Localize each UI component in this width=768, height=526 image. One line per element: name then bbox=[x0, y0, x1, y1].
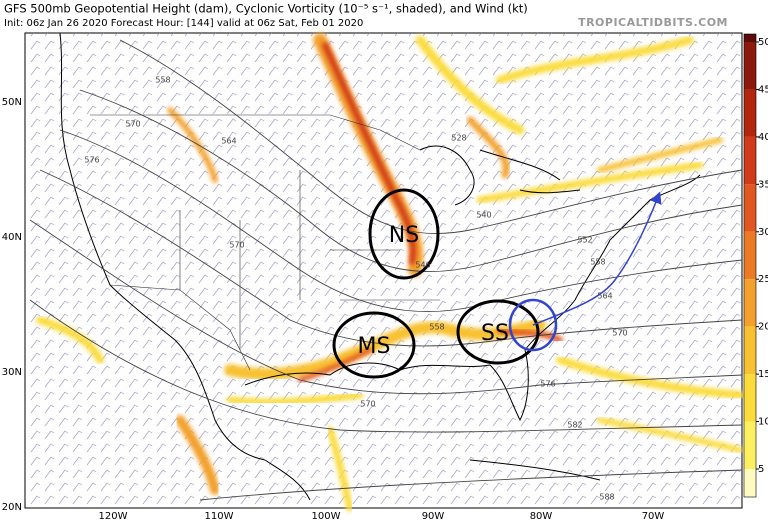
lon-label: 100W bbox=[312, 511, 341, 522]
colorbar-tick-label: 15 bbox=[758, 369, 768, 380]
lat-label: 20N bbox=[2, 502, 22, 513]
colorbar-band bbox=[744, 421, 756, 469]
colorbar-band bbox=[744, 89, 756, 137]
title: GFS 500mb Geopotential Height (dam), Cyc… bbox=[4, 2, 528, 16]
contour-label: 570 bbox=[360, 400, 375, 409]
contour-label: 558 bbox=[429, 323, 444, 332]
colorbar-band bbox=[744, 279, 756, 327]
lat-label: 30N bbox=[2, 367, 22, 378]
lon-label: 80W bbox=[530, 511, 553, 522]
contour-label: 558 bbox=[155, 76, 170, 85]
map bbox=[24, 32, 744, 512]
colorbar-band bbox=[744, 42, 756, 90]
contour-label: 576 bbox=[84, 156, 99, 165]
vorticity-shading bbox=[36, 33, 744, 512]
annotation-label: MS bbox=[358, 334, 391, 359]
contour-label: 588 bbox=[599, 493, 614, 502]
colorbar-band bbox=[744, 231, 756, 280]
annotation-label: SS bbox=[481, 321, 509, 346]
colorbar: 50 45 40 35 30 25 20 15 10 5 bbox=[743, 33, 768, 498]
contour-label: 552 bbox=[577, 236, 592, 245]
colorbar-tick-label: 5 bbox=[758, 464, 764, 475]
contour-label: 564 bbox=[221, 137, 236, 146]
colorbar-band bbox=[744, 326, 756, 375]
lat-label: 50N bbox=[2, 97, 22, 108]
colorbar-tick-label: 10 bbox=[758, 417, 768, 428]
contour-label: 564 bbox=[597, 292, 612, 301]
colorbar-tick-label: 40 bbox=[758, 132, 768, 143]
contour-label: 570 bbox=[229, 241, 244, 250]
height-contours bbox=[29, 39, 743, 501]
lon-label: 120W bbox=[99, 511, 128, 522]
contour-label: 528 bbox=[451, 134, 466, 143]
lon-label: 90W bbox=[422, 511, 445, 522]
subtitle: Init: 06z Jan 26 2020 Forecast Hour: [14… bbox=[4, 18, 363, 29]
lon-label: 70W bbox=[642, 511, 665, 522]
colorbar-band bbox=[744, 34, 756, 42]
borders bbox=[90, 114, 440, 371]
colorbar-band bbox=[744, 184, 756, 232]
colorbar-tick-label: 50 bbox=[758, 37, 768, 48]
colorbar-tick-label: 35 bbox=[758, 179, 768, 190]
annotation-shapes bbox=[332, 188, 662, 379]
colorbar-tick-label: 30 bbox=[758, 227, 768, 238]
lon-label: 110W bbox=[205, 511, 234, 522]
contour-label: 558 bbox=[590, 258, 605, 267]
source: TROPICALTIDBITS.COM bbox=[578, 16, 728, 29]
lat-label: 40N bbox=[2, 232, 22, 243]
contour-label: 570 bbox=[612, 329, 627, 338]
colorbar-band bbox=[744, 374, 756, 422]
contour-label: 576 bbox=[540, 380, 555, 389]
colorbar-frame bbox=[743, 33, 757, 498]
colorbar-tick-label: 25 bbox=[758, 274, 768, 285]
colorbar-band bbox=[744, 469, 756, 497]
colorbar-tick-label: 45 bbox=[758, 84, 768, 95]
labels: 50N 40N 30N 20N 120W 110W 100W 90W 80W 70W 558 570 5… bbox=[2, 76, 665, 523]
contour-label: 570 bbox=[125, 120, 140, 129]
contour-label: 582 bbox=[567, 421, 582, 430]
colorbar-tick-label: 20 bbox=[758, 322, 768, 333]
contour-label: 546 bbox=[415, 261, 430, 270]
annotation-label: NS bbox=[389, 223, 419, 248]
colorbar-band bbox=[744, 136, 756, 185]
coastlines bbox=[59, 32, 701, 501]
contour-label: 540 bbox=[476, 211, 491, 220]
